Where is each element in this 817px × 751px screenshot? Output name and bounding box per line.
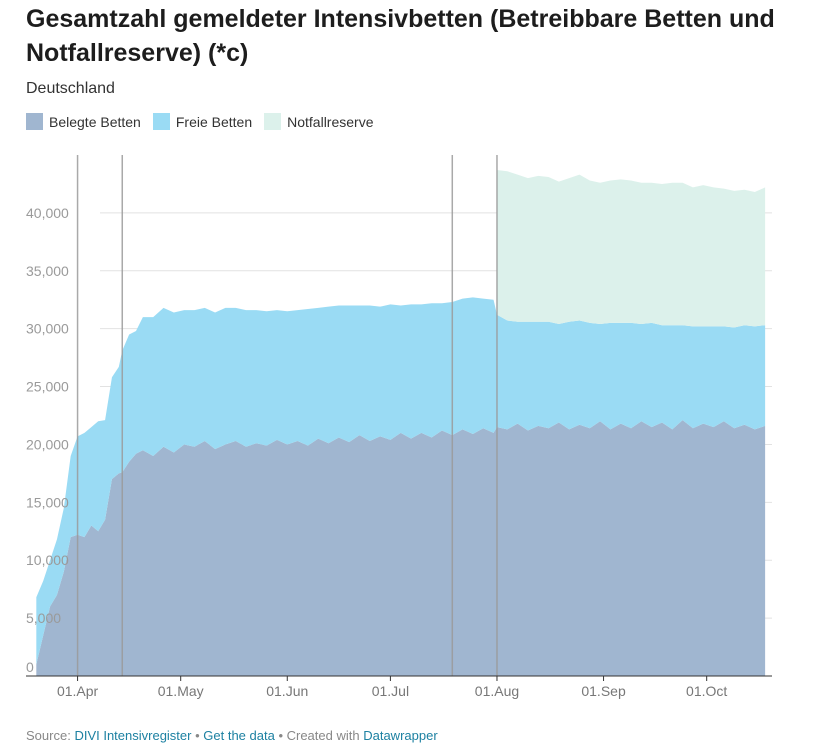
y-tick-label: 40,000 — [26, 205, 69, 221]
chart-footer: Source: DIVI Intensivregister • Get the … — [26, 728, 438, 743]
area-freie-betten — [36, 297, 766, 665]
legend-label: Belegte Betten — [49, 113, 141, 130]
footer-separator: • — [274, 728, 287, 743]
legend-item-freie-betten: Freie Betten — [152, 113, 253, 130]
area-notfallreserve — [496, 170, 766, 328]
chart-plot: 0 5,000 10,000 15,000 20,000 25,000 30,000 35,0… — [26, 155, 772, 699]
x-tick-label: 01.Oct — [686, 683, 727, 699]
legend-item-notfallreserve: Notfallreserve — [264, 113, 374, 130]
legend-label: Notfallreserve — [287, 113, 374, 130]
legend-swatch — [26, 113, 43, 130]
legend-item-belegte-betten: Belegte Betten — [26, 113, 141, 130]
x-tick-label: 01.Apr — [57, 683, 99, 699]
legend-swatch — [152, 113, 170, 130]
y-tick-label: 25,000 — [26, 379, 69, 395]
y-tick-label: 20,000 — [26, 436, 69, 452]
created-with-text: Created with — [286, 728, 360, 743]
y-tick-label: 10,000 — [26, 552, 69, 568]
y-tick-label: 15,000 — [26, 494, 69, 510]
source-prefix: Source: — [26, 728, 71, 743]
y-tick-label: 30,000 — [26, 321, 69, 337]
chart-subtitle: Deutschland — [26, 80, 115, 97]
y-tick-label: 35,000 — [26, 263, 69, 279]
legend-label: Freie Betten — [175, 113, 253, 130]
source-link[interactable]: DIVI Intensivregister — [74, 728, 192, 743]
y-tick-label: 5,000 — [26, 610, 61, 626]
legend-swatch — [264, 113, 282, 130]
x-tick-label: 01.Jul — [372, 683, 409, 699]
area-series-group — [36, 170, 766, 676]
get-data-link[interactable]: Get the data — [203, 728, 275, 743]
area-belegte-betten — [36, 420, 766, 676]
chart-legend: Belegte Betten Freie Betten Notfallreser… — [26, 113, 386, 130]
y-tick-label: 0 — [26, 659, 34, 675]
axes: 0 5,000 10,000 15,000 20,000 25,000 30,000 35,0… — [26, 205, 772, 699]
datawrapper-link[interactable]: Datawrapper — [363, 728, 438, 743]
x-tick-label: 01.Sep — [581, 683, 626, 699]
x-tick-label: 01.May — [158, 683, 204, 699]
x-tick-label: 01.Jun — [266, 683, 308, 699]
annotation-lines — [76, 155, 498, 676]
footer-separator: • — [191, 728, 204, 743]
chart-title: Gesamtzahl gemeldeter Intensivbetten (Be… — [26, 5, 775, 67]
x-tick-label: 01.Aug — [475, 683, 519, 699]
